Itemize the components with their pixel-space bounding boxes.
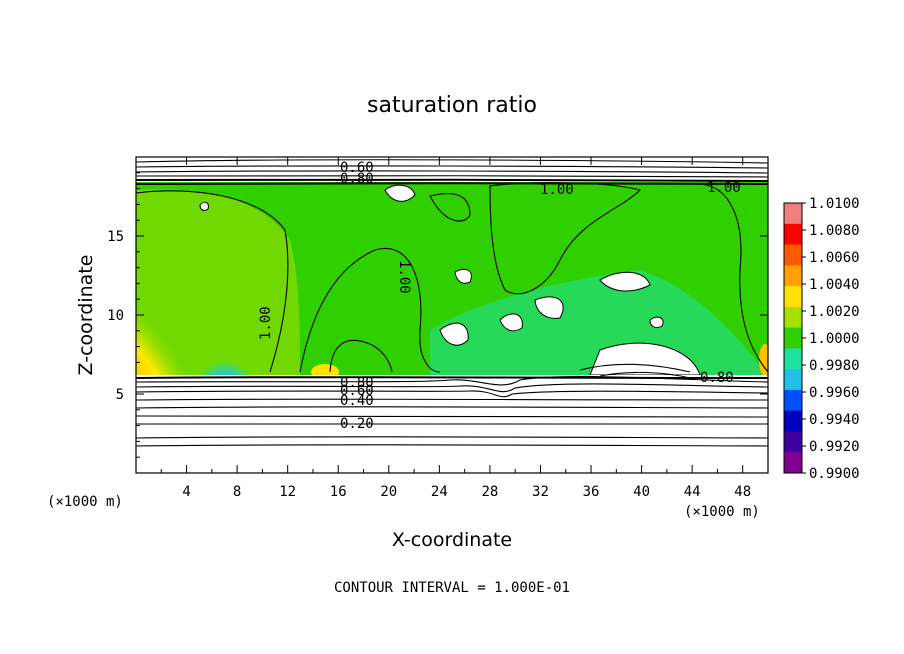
- colorbar-swatch: [784, 410, 802, 432]
- x-tick-label: 12: [279, 484, 296, 500]
- colorbar-swatch: [784, 348, 802, 370]
- plot-area: [136, 157, 768, 473]
- x-tick-label: 48: [734, 484, 751, 500]
- x-tick-label: 40: [633, 484, 650, 500]
- colorbar-label: 1.0080: [809, 223, 860, 239]
- colorbar-label: 1.0020: [809, 304, 860, 320]
- colorbar-label: 1.0040: [809, 277, 860, 293]
- contour-label: 1.00: [540, 182, 574, 198]
- colorbar-swatch: [784, 389, 802, 412]
- contour-label: 1.00: [707, 180, 741, 196]
- contour-label: 0.80: [340, 375, 374, 391]
- x-tick-label: 44: [684, 484, 701, 500]
- x-tick-label: 4: [182, 484, 190, 500]
- colorbar-swatch: [784, 223, 802, 246]
- x-tick-label: 24: [431, 484, 448, 500]
- x-tick-label: 8: [233, 484, 241, 500]
- y-tick-label: 5: [116, 387, 124, 403]
- x-unit-left: (×1000 m): [47, 494, 123, 510]
- colorbar-label: 1.0100: [809, 196, 860, 212]
- colorbar-label: 0.9980: [809, 358, 860, 374]
- x-tick-label: 32: [532, 484, 549, 500]
- contour-lines: [136, 159, 768, 447]
- colorbar-label: 1.0060: [809, 250, 860, 266]
- colorbar-swatch: [784, 327, 802, 349]
- x-tick-label: 16: [330, 484, 347, 500]
- orange-spot: [759, 344, 768, 376]
- contour-label: 1.00: [396, 260, 412, 294]
- colorbar-swatch: [784, 431, 802, 453]
- colorbar-label: 0.9960: [809, 385, 860, 401]
- y-axis-label: Z-coordinate: [75, 255, 97, 376]
- contour-label: 0.20: [340, 416, 374, 432]
- cyan-undersaturated-region: [430, 270, 768, 375]
- colorbar-swatch: [784, 203, 802, 225]
- chart-title: saturation ratio: [367, 93, 537, 118]
- contour-interval-footer: CONTOUR INTERVAL = 1.000E-01: [334, 580, 570, 596]
- colorbar-label: 0.9920: [809, 439, 860, 455]
- colorbar-label: 0.9900: [809, 466, 860, 482]
- contour-labels: 0.60 0.80 1.00 1.00 1.00 1.00 0.80 0.60 …: [258, 160, 741, 432]
- colorbar-label: 1.0000: [809, 331, 860, 347]
- colorbar: 1.0100 1.0080 1.0060 1.0040 1.0020 1.0000 0.99…: [783, 196, 860, 482]
- contour-label: 0.60: [340, 160, 374, 176]
- colorbar-swatch: [784, 452, 802, 474]
- y-tick-label: 10: [107, 308, 124, 324]
- contour-label: 0.40: [340, 393, 374, 409]
- x-unit-right: (×1000 m): [684, 504, 760, 520]
- contour-label: 1.00: [258, 306, 274, 340]
- x-axis-label: X-coordinate: [392, 529, 512, 551]
- colorbar-swatch: [784, 369, 802, 391]
- colorbar-swatch: [784, 286, 802, 308]
- x-tick-label: 28: [481, 484, 498, 500]
- colorbar-swatch: [784, 244, 802, 266]
- white-patches: [199, 184, 701, 376]
- y-axis: 5 10 15: [107, 172, 768, 458]
- x-tick-label: 20: [380, 484, 397, 500]
- x-tick-label: 36: [583, 484, 600, 500]
- colorbar-swatch: [784, 306, 802, 329]
- contour-label: 0.80: [700, 370, 734, 386]
- x-axis: 4 8 12 16 20 24 28 32 36 40 44 48: [160, 157, 751, 500]
- colorbar-label: 0.9940: [809, 412, 860, 428]
- y-tick-label: 15: [107, 229, 124, 245]
- colorbar-swatch: [784, 265, 802, 287]
- contour-label: 0.80: [340, 171, 374, 187]
- contour-label: 0.60: [340, 383, 374, 399]
